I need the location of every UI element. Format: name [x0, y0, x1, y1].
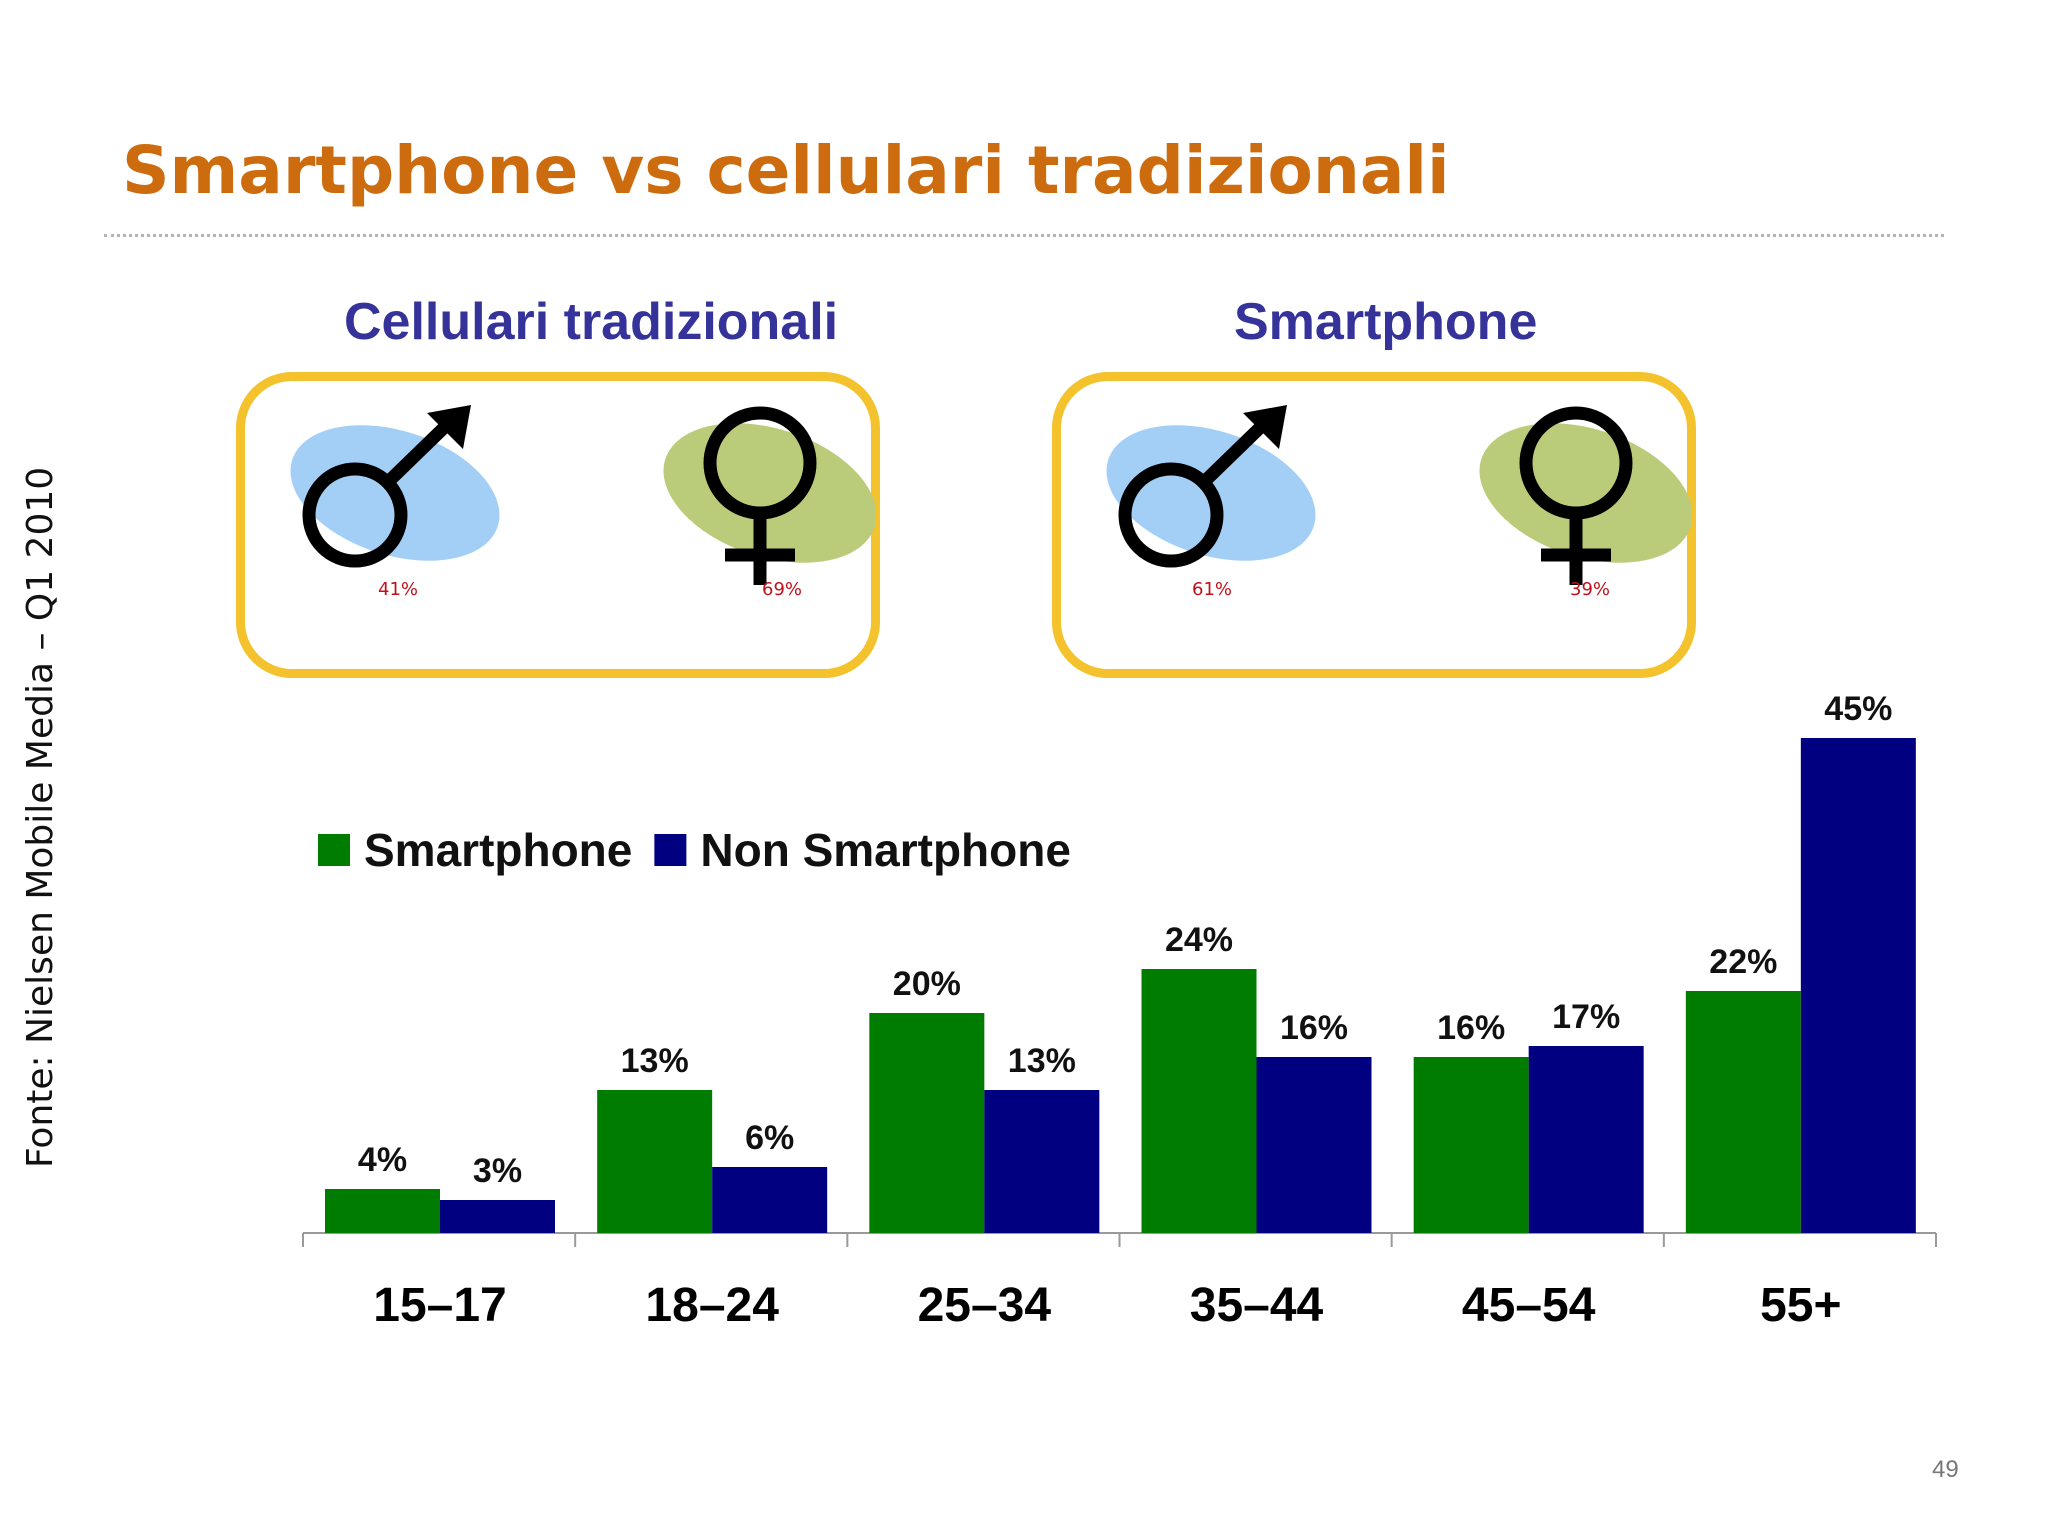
female-symbol-icon: [1479, 406, 1691, 585]
bar-value-label: 24%: [1165, 921, 1233, 959]
bar-value-label: 22%: [1709, 943, 1777, 981]
male-percentage: 61%: [1192, 579, 1233, 600]
female-percentage: 69%: [762, 579, 803, 600]
male-symbol-icon: [290, 405, 500, 568]
bar-value-label: 17%: [1552, 998, 1620, 1036]
non-smartphone-bar: [1800, 738, 1916, 1233]
x-tick-label: 18–24: [645, 1279, 779, 1332]
bar-value-label: 13%: [621, 1042, 689, 1080]
smartphone-bar: [1141, 969, 1257, 1233]
panel-title-smartphone: Smartphone: [1234, 293, 1538, 351]
x-tick-label: 35–44: [1190, 1279, 1324, 1332]
non-smartphone-bar: [1256, 1057, 1372, 1233]
title-divider: [104, 234, 1944, 237]
male-percentage: 41%: [378, 579, 419, 600]
bar-value-label: 20%: [893, 965, 961, 1003]
smartphone-bar: [1413, 1057, 1529, 1233]
legend-swatch: [318, 834, 350, 866]
female-percentage: 39%: [1570, 579, 1611, 600]
legend-label: Smartphone: [364, 824, 632, 876]
non-smartphone-bar: [984, 1090, 1100, 1233]
bar-value-label: 3%: [473, 1152, 522, 1190]
non-smartphone-bar: [440, 1200, 555, 1233]
bar-value-label: 6%: [745, 1119, 794, 1157]
gender-panel-traditional: 41% 69%: [236, 372, 880, 678]
smartphone-bar: [1685, 991, 1801, 1233]
x-tick-label: 55+: [1760, 1279, 1841, 1332]
bar-value-label: 16%: [1437, 1009, 1505, 1047]
non-smartphone-bar: [1528, 1046, 1644, 1233]
x-tick-label: 25–34: [918, 1279, 1052, 1332]
legend-swatch: [654, 834, 687, 866]
x-tick-label: 45–54: [1462, 1279, 1596, 1332]
x-tick-label: 15–17: [373, 1279, 506, 1332]
bar-value-label: 45%: [1824, 690, 1892, 728]
page-number: 49: [1932, 1456, 1959, 1483]
slide-title: Smartphone vs cellulari tradizionali: [122, 132, 1450, 209]
smartphone-bar: [325, 1189, 440, 1233]
female-symbol-icon: [663, 406, 875, 585]
bar-value-label: 13%: [1008, 1042, 1076, 1080]
smartphone-bar: [597, 1090, 713, 1233]
smartphone-bar: [869, 1013, 985, 1233]
legend-label: Non Smartphone: [700, 824, 1071, 876]
panel-title-traditional: Cellulari tradizionali: [344, 293, 839, 351]
non-smartphone-bar: [712, 1167, 828, 1233]
bar-value-label: 16%: [1280, 1009, 1348, 1047]
gender-panel-smartphone: 61% 39%: [1052, 372, 1696, 678]
male-symbol-icon: [1106, 405, 1316, 568]
bar-value-label: 4%: [358, 1141, 407, 1179]
